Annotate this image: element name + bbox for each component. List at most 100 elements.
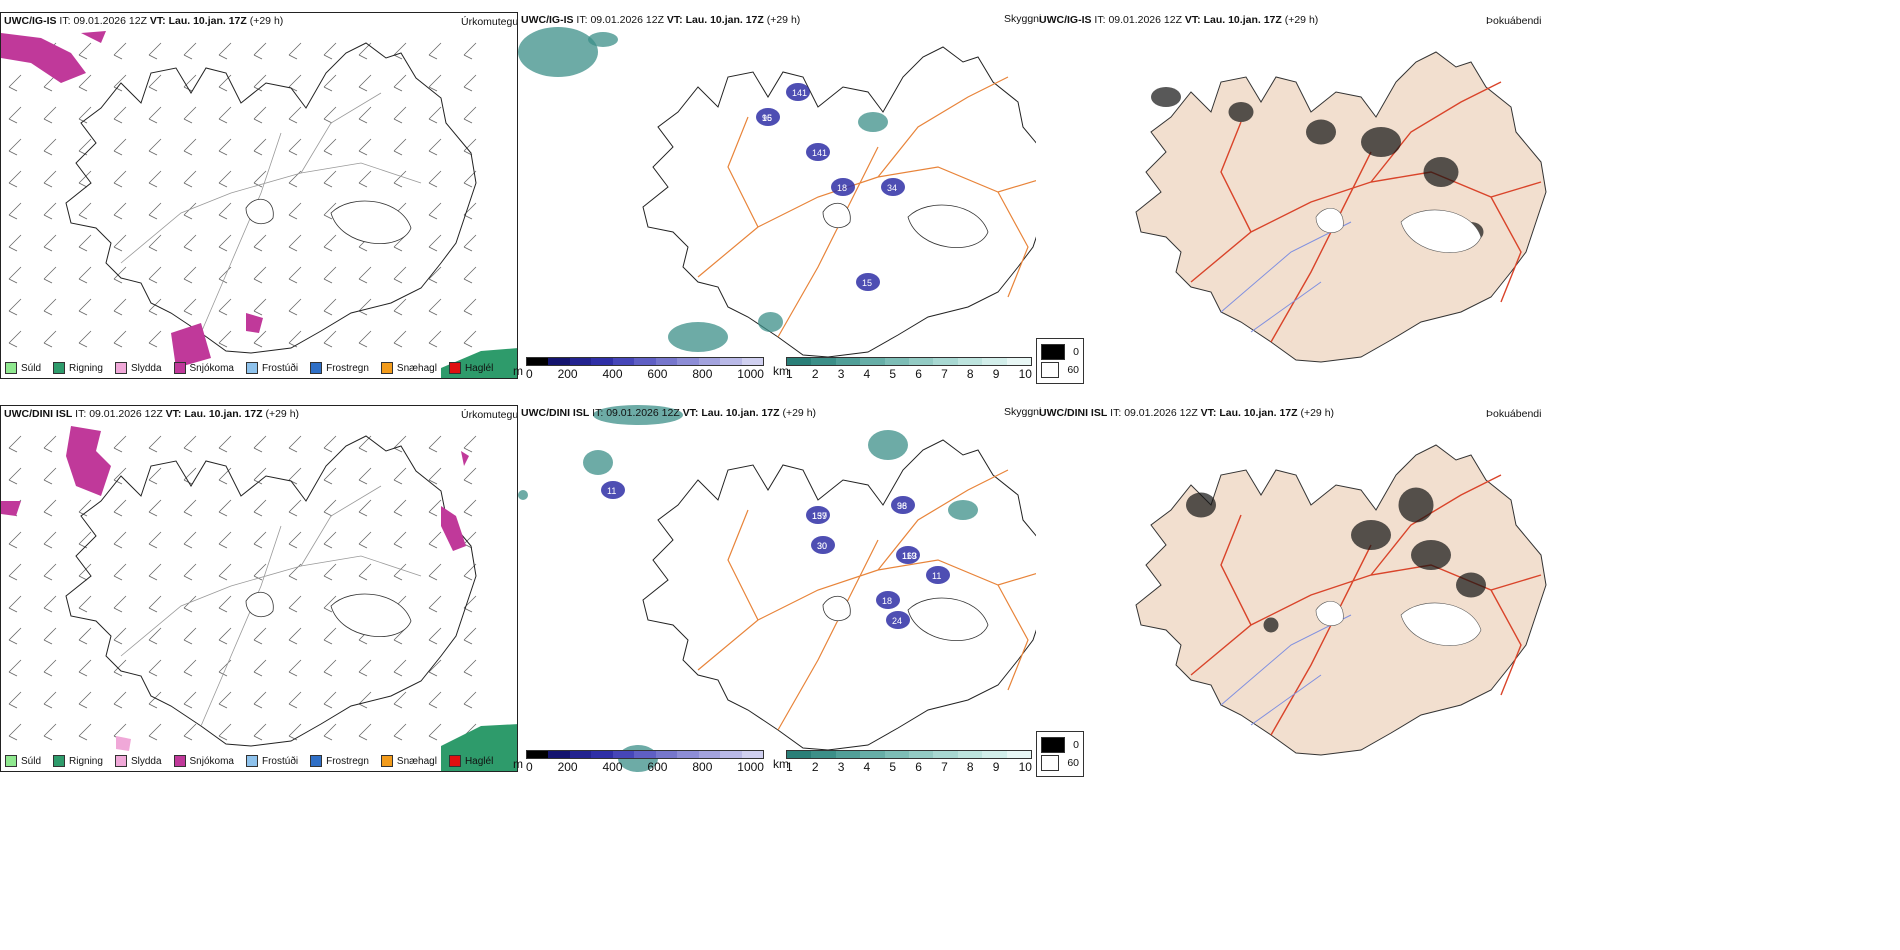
ceiling-value-label: 15 [762, 113, 772, 123]
wind-barb [323, 106, 337, 124]
wind-barb [8, 659, 22, 677]
precip-type-panel-bottom: UWC/DINI ISL IT: 09.01.2026 12Z VT: Lau.… [0, 405, 518, 772]
wind-barb [288, 723, 302, 741]
legend-label: Súld [21, 755, 42, 767]
visibility-panel-bottom: 137 30 98 163 18 11 24 11 159 30 36 119 UWC/DINI IS… [518, 405, 1036, 772]
wind-barb [463, 691, 477, 709]
wind-barb [113, 74, 127, 92]
wind-barb [323, 691, 337, 709]
wind-barb [393, 531, 407, 549]
wind-barb [288, 691, 302, 709]
snow-area [1, 426, 111, 516]
wind-barb [428, 595, 442, 613]
vis-tick: 8 [966, 760, 974, 774]
wind-barb [218, 659, 232, 677]
wind-barb [183, 298, 197, 316]
wind-barb [148, 595, 162, 613]
wind-barb [288, 234, 302, 252]
ceiling-tick: 1000 [737, 367, 764, 381]
wind-barb [393, 74, 407, 92]
wind-barb [323, 435, 337, 453]
wind-barb [148, 202, 162, 220]
wind-barb [78, 42, 92, 60]
wind-barb [253, 106, 267, 124]
vis-unit: km [773, 364, 789, 378]
wind-barb [428, 531, 442, 549]
wind-barb [78, 627, 92, 645]
wind-barb [43, 106, 57, 124]
low-visibility-area [948, 500, 978, 520]
ceiling-scale: 0 200 400 600 800 1000 m [513, 750, 764, 774]
wind-barb [43, 723, 57, 741]
wind-barb [463, 234, 477, 252]
wind-barb [8, 330, 22, 348]
wind-barb [148, 234, 162, 252]
wind-barb [358, 106, 372, 124]
wind-barb [393, 330, 407, 348]
wind-barb [323, 170, 337, 188]
ceiling-scale-ticks: 0 200 400 600 800 1000 [526, 760, 764, 774]
wind-barb [428, 691, 442, 709]
legend-swatch [173, 362, 186, 374]
legend-item: Frostregn [310, 362, 369, 374]
wind-barb [288, 499, 302, 517]
wind-barb [288, 42, 302, 60]
roads [120, 485, 422, 727]
legend-item: Súld [5, 755, 41, 767]
wind-barb [288, 202, 302, 220]
wind-barb [8, 467, 22, 485]
legend-label: Rigning [69, 755, 103, 767]
snow-area [1, 31, 106, 83]
panel-header: UWC/DINI ISL IT: 09.01.2026 12Z VT: Lau.… [4, 408, 300, 420]
low-ceiling-area [786, 83, 810, 101]
wind-barb [183, 563, 197, 581]
ceiling-value-label: 98 [897, 501, 907, 511]
fog-area [1306, 119, 1336, 145]
panel-header: UWC/IG-IS IT: 09.01.2026 12Z VT: Lau. 10… [1039, 14, 1319, 26]
cloud-scale-top: 0 60 [1036, 338, 1084, 384]
visibility-title: Skyggni [1004, 13, 1042, 25]
wind-barb [8, 563, 22, 581]
wind-barb [393, 266, 407, 284]
wind-barb [393, 691, 407, 709]
wind-barb [183, 627, 197, 645]
vis-scale: 1 2 3 4 5 6 7 8 9 10 km [773, 750, 1032, 774]
wind-barb [8, 595, 22, 613]
wind-barb [8, 234, 22, 252]
wind-barb [323, 138, 337, 156]
vis-tick: 4 [863, 367, 871, 381]
legend-item: Frostúði [245, 362, 298, 374]
wind-barb [218, 691, 232, 709]
panel-header: UWC/DINI ISL IT: 09.01.2026 12Z VT: Lau.… [1039, 407, 1335, 419]
glacier [245, 591, 412, 638]
ceiling-scale-bar [526, 357, 764, 366]
vis-tick: 1 [786, 760, 793, 774]
legend-swatch [53, 755, 66, 767]
wind-barb [358, 531, 372, 549]
wind-barb [288, 138, 302, 156]
glacier [245, 198, 412, 245]
wind-barb [8, 435, 22, 453]
wind-barb [8, 723, 22, 741]
wind-barb [323, 499, 337, 517]
vis-tick: 6 [915, 760, 922, 774]
low-ceiling-area [831, 178, 855, 196]
wind-barb [148, 170, 162, 188]
wind-barb [428, 627, 442, 645]
fog-area [1423, 157, 1459, 187]
wind-barb [113, 42, 127, 60]
wind-barb [113, 266, 127, 284]
wind-barb [8, 266, 22, 284]
wind-barb [393, 298, 407, 316]
legend-item: Slydda [114, 362, 162, 374]
wind-barb [323, 298, 337, 316]
wind-barb [43, 499, 57, 517]
wind-barb [288, 595, 302, 613]
legend-swatch [53, 362, 66, 374]
wind-barb [428, 659, 442, 677]
cloud-scale-bottom: 0 60 [1036, 731, 1084, 777]
roads [697, 76, 1036, 338]
iceland-map-precip-top [1, 31, 517, 378]
iceland-map-visibility-top: 96 141 18 34 15 141 15 [518, 27, 1036, 358]
